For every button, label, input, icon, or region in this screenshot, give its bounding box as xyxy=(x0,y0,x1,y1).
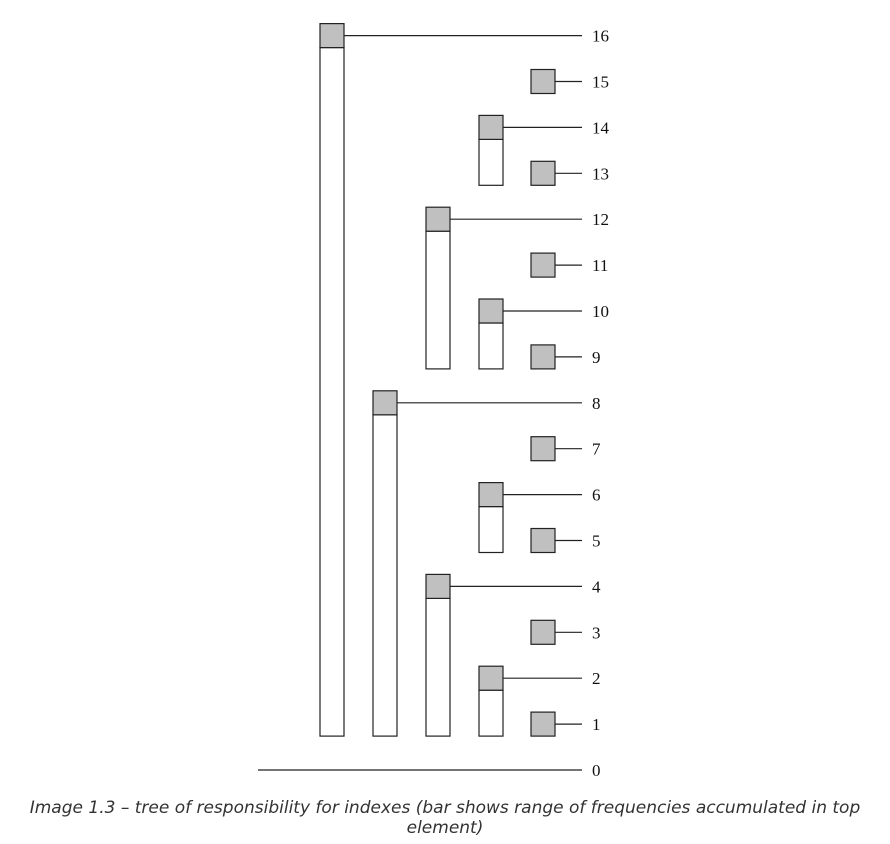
index-label-13: 13 xyxy=(592,164,609,183)
node-head-5 xyxy=(530,527,556,554)
range-bar-16 xyxy=(319,46,345,737)
range-bar-6 xyxy=(478,506,504,554)
range-bar-12 xyxy=(425,230,451,370)
index-label-3: 3 xyxy=(592,623,601,642)
node-head-9 xyxy=(530,344,556,370)
index-label-2: 2 xyxy=(592,669,601,688)
node-head-16 xyxy=(319,23,345,49)
range-bar-8 xyxy=(372,414,398,737)
index-label-7: 7 xyxy=(592,440,601,459)
index-label-8: 8 xyxy=(592,394,601,413)
node-head-13 xyxy=(530,160,556,186)
node-head-4 xyxy=(425,573,451,600)
node-head-10 xyxy=(478,298,504,324)
node-head-8 xyxy=(372,390,398,416)
node-head-14 xyxy=(478,114,504,141)
range-bar-4 xyxy=(425,597,451,737)
node-head-11 xyxy=(530,252,556,278)
node-head-2 xyxy=(478,665,504,691)
index-label-16: 16 xyxy=(592,27,609,46)
node-head-6 xyxy=(478,482,504,508)
index-label-4: 4 xyxy=(592,577,601,596)
range-bar-14 xyxy=(478,138,504,186)
index-label-5: 5 xyxy=(592,532,601,551)
range-bar-2 xyxy=(478,689,504,737)
range-bar-10 xyxy=(478,322,504,370)
node-head-12 xyxy=(425,206,451,232)
index-label-6: 6 xyxy=(592,486,601,505)
node-head-3 xyxy=(530,619,556,645)
index-label-11: 11 xyxy=(592,256,608,275)
node-head-15 xyxy=(530,68,556,95)
index-label-12: 12 xyxy=(592,210,609,229)
index-label-9: 9 xyxy=(592,348,601,367)
index-label-14: 14 xyxy=(592,118,610,137)
figure-caption: Image 1.3 – tree of responsibility for i… xyxy=(29,798,861,838)
index-label-10: 10 xyxy=(592,302,609,321)
index-label-0: 0 xyxy=(592,761,601,780)
index-label-15: 15 xyxy=(592,73,609,92)
index-label-1: 1 xyxy=(592,715,601,734)
node-head-7 xyxy=(530,436,556,462)
node-head-1 xyxy=(530,711,556,737)
